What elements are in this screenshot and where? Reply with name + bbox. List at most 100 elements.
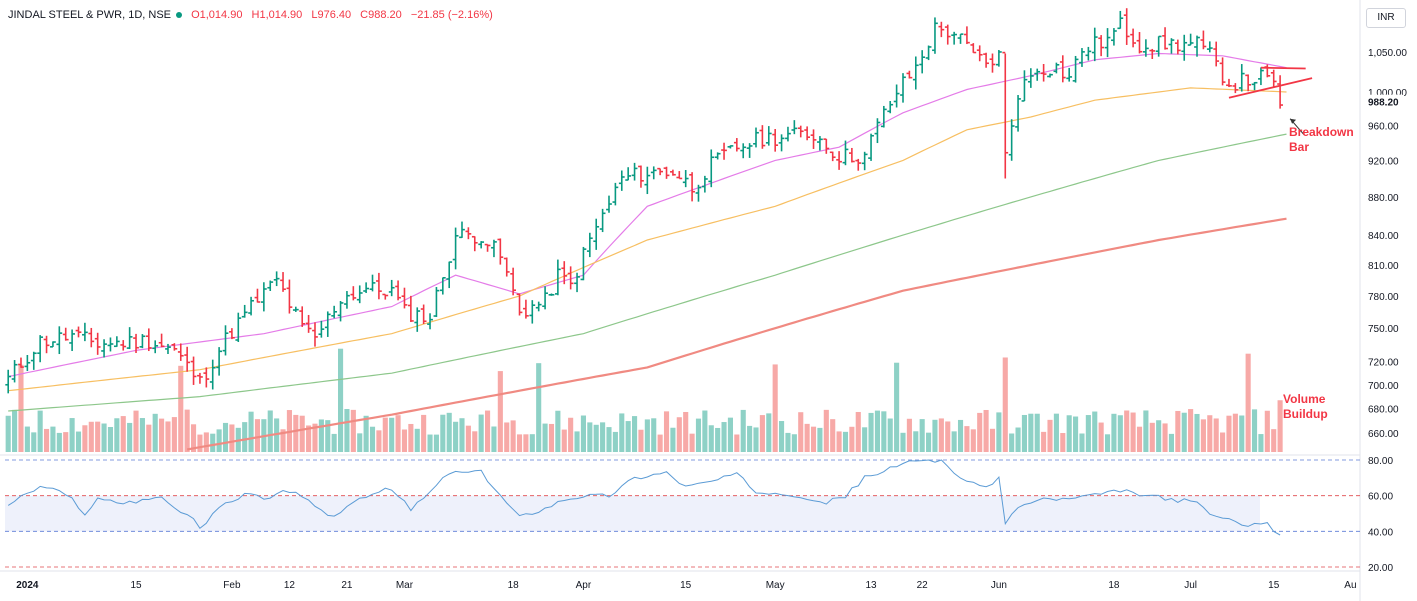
trendline-lower[interactable]: [1228, 77, 1313, 99]
breakdown-arrowhead: [1290, 118, 1297, 124]
volume-bar: [510, 420, 516, 452]
volume-bar: [146, 424, 152, 452]
volume-bar: [478, 414, 484, 452]
volume-bar: [810, 426, 817, 452]
volume-bar: [683, 411, 689, 452]
moving-average-ma200: [186, 217, 1287, 451]
volume-bar: [1239, 415, 1245, 452]
volume-bar: [663, 411, 670, 452]
volume-bar: [159, 418, 165, 452]
volume-bar: [210, 433, 216, 452]
volume-bar: [1188, 409, 1194, 452]
volume-bar: [574, 431, 580, 452]
moving-average-ma100: [8, 133, 1287, 412]
volume-bar: [1162, 423, 1168, 452]
volume-bar: [459, 418, 465, 452]
volume-bar: [299, 415, 305, 452]
volume-bar: [446, 412, 452, 452]
volume-bar: [823, 409, 829, 452]
volume-bar: [1041, 431, 1047, 452]
volume-bar: [363, 415, 369, 452]
volume-bar: [561, 429, 567, 452]
volume-bar: [1111, 413, 1117, 452]
time-axis-label: Feb: [223, 580, 241, 591]
volume-bar: [842, 431, 849, 452]
volume-bar: [497, 371, 503, 452]
time-axis-label: 2024: [16, 580, 39, 591]
volume-bar: [1213, 418, 1219, 452]
price-axis-label: 880.00: [1368, 193, 1399, 204]
currency-button[interactable]: INR: [1366, 8, 1406, 28]
trendline-upper[interactable]: [1260, 66, 1306, 70]
volume-bar: [133, 410, 139, 452]
volume-bar: [747, 425, 753, 452]
price-axis-label: 700.00: [1368, 381, 1399, 392]
volume-bar: [964, 426, 970, 452]
volume-bar: [421, 414, 427, 452]
volume-bar: [1079, 433, 1085, 452]
volume-bar: [855, 411, 861, 452]
volume-bar: [101, 423, 107, 452]
volume-bar: [734, 434, 740, 452]
volume-bar: [849, 426, 855, 452]
volume-bar: [325, 420, 331, 452]
volume-bar: [983, 409, 989, 452]
volume-bar: [1028, 413, 1034, 452]
volume-bar: [1104, 434, 1111, 452]
symbol-title: JINDAL STEEL & PWR, 1D, NSE: [8, 9, 172, 21]
time-axis-label: 15: [680, 580, 692, 591]
volume-bar: [197, 434, 203, 452]
volume-bar: [95, 421, 101, 452]
volume-bar: [887, 418, 893, 452]
time-axis-label: 13: [865, 580, 877, 591]
volume-bar: [516, 434, 523, 452]
volume-bar: [881, 411, 887, 452]
market-status-dot: [176, 12, 183, 19]
volume-bar: [1060, 433, 1066, 452]
volume-bar: [651, 418, 657, 452]
price-axis-label: 720.00: [1368, 358, 1399, 369]
volume-bar: [587, 422, 593, 452]
volume-bar: [938, 418, 944, 452]
volume-bar: [18, 364, 24, 452]
volume-bar: [274, 418, 280, 452]
volume-bar: [472, 431, 478, 452]
volume-bar: [772, 364, 778, 452]
volume-bar: [1002, 357, 1008, 452]
volume-bar: [868, 412, 874, 452]
volume-bar: [401, 429, 408, 452]
volume-bar: [114, 418, 120, 452]
volume-bar: [708, 425, 714, 452]
volume-bar: [31, 432, 37, 452]
time-axis-label: Mar: [396, 580, 414, 591]
time-axis-label: Jul: [1184, 580, 1197, 591]
volume-bar: [350, 409, 356, 452]
price-axis-label: 780.00: [1368, 292, 1399, 303]
volume-bar: [1168, 433, 1175, 452]
volume-bar: [376, 430, 382, 452]
volume-bar: [785, 432, 791, 452]
volume-bar: [1175, 410, 1181, 452]
volume-bar: [1264, 410, 1270, 452]
volume-bar: [1200, 419, 1206, 452]
volume-bar: [715, 427, 721, 452]
volume-bar: [606, 427, 612, 452]
volume-bar: [1194, 413, 1200, 452]
volume-bar: [75, 431, 82, 452]
legend-change: −21.85 (−2.16%): [410, 9, 493, 21]
volume-bar: [817, 427, 823, 452]
volume-bar: [830, 419, 836, 452]
volume-bar: [695, 418, 702, 452]
volume-bar: [1015, 427, 1021, 452]
volume-bar: [88, 421, 94, 452]
volume-bar: [408, 423, 414, 452]
volume-bar: [178, 365, 184, 452]
volume-bar: [1149, 422, 1155, 452]
volume-bar: [689, 433, 695, 452]
legend-open: O1,014.90: [191, 9, 243, 21]
volume-bar: [1232, 413, 1238, 452]
volume-bar: [1066, 415, 1072, 452]
volume-bar: [632, 416, 638, 452]
